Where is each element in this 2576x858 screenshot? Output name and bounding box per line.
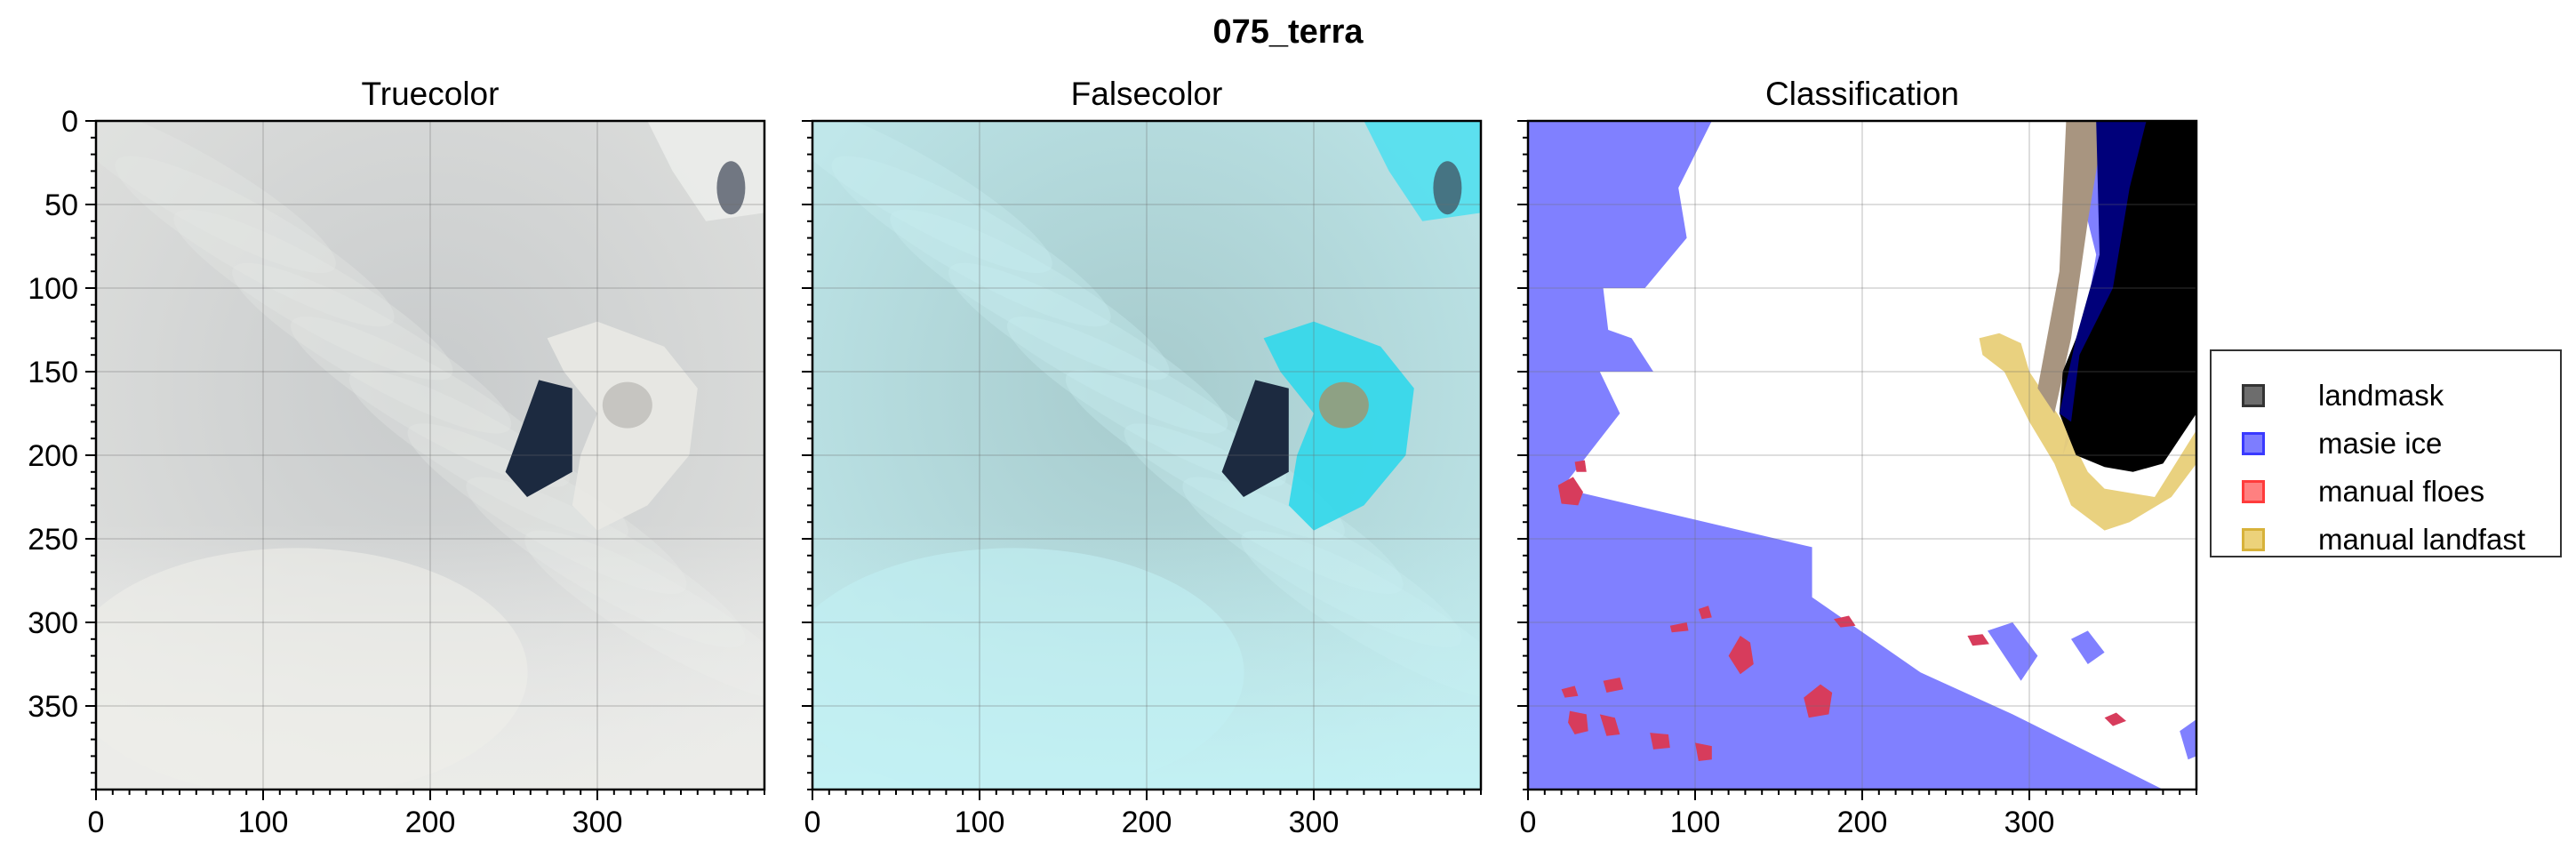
x-tick-label: 200 (1837, 806, 1888, 839)
legend-label: landmask (2318, 379, 2444, 412)
panel-title: Classification (1765, 76, 1959, 112)
manual-floe (1574, 460, 1587, 472)
y-tick-label: 0 (61, 105, 78, 139)
manual-floe (1695, 742, 1712, 761)
volcano-crater (602, 381, 652, 429)
masie-ice-region (1528, 480, 2164, 790)
masie-ice-block (1988, 622, 2038, 681)
x-tick-label: 300 (2004, 806, 2055, 839)
x-tick-label: 200 (405, 806, 456, 839)
x-tick-label: 300 (572, 806, 623, 839)
legend-label: manual landfast (2318, 523, 2525, 556)
y-tick-label: 100 (28, 272, 78, 306)
panel-title: Truecolor (362, 76, 500, 112)
x-tick-label: 0 (1520, 806, 1537, 839)
open-water (505, 380, 572, 497)
volcano-crater (1318, 381, 1369, 429)
landfast-region (1979, 333, 2196, 531)
y-tick-label: 250 (28, 523, 78, 557)
manual-floe (1557, 477, 1583, 506)
masie-ice-block (2071, 630, 2105, 664)
panel-classification: Classification 0 100 200 300 (1517, 76, 2198, 839)
y-tick-label: 300 (28, 606, 78, 640)
manual-floe (1834, 615, 1856, 628)
manual-floe (1728, 636, 1754, 675)
manual-floe (1804, 684, 1833, 718)
x-tick-label: 200 (1122, 806, 1172, 839)
legend-label: manual floes (2318, 475, 2485, 508)
y-tick-label: 200 (28, 439, 78, 473)
manual-floe (1599, 714, 1620, 736)
y-tick-label: 150 (28, 356, 78, 389)
legend-item-manual-landfast: manual landfast (2242, 523, 2525, 556)
masie-ice-region (1528, 121, 1712, 489)
figure-suptitle: 075_terra (1212, 13, 1364, 51)
legend-item-masie-ice: masie ice (2242, 427, 2443, 460)
masie-ice-swatch-icon (2242, 432, 2265, 455)
panel-truecolor: Truecolor 0 100 200 300 0 50 100 150 200 250 300 350 (28, 76, 766, 839)
y-tick-label: 350 (28, 690, 78, 724)
manual-floes-swatch-icon (2242, 480, 2265, 503)
x-tick-label: 100 (955, 806, 1005, 839)
legend-item-manual-floes: manual floes (2242, 475, 2485, 508)
x-tick-label: 300 (1289, 806, 1340, 839)
manual-floe (1561, 686, 1579, 698)
x-tick-label: 100 (1670, 806, 1721, 839)
landmask-region (2059, 121, 2196, 472)
landmask-swatch-icon (2242, 384, 2265, 407)
manual-floe (2104, 712, 2126, 726)
manual-floe (1967, 634, 1989, 646)
manual-floe (1568, 710, 1588, 734)
manual-floe (1650, 733, 1670, 750)
x-tick-label: 0 (804, 806, 821, 839)
manual-floe (1698, 605, 1712, 620)
masie-ice-over-land (2059, 121, 2147, 422)
x-tick-label: 100 (238, 806, 289, 839)
legend-label: masie ice (2318, 427, 2443, 460)
open-water (1221, 380, 1289, 497)
x-tick-label: 0 (88, 806, 105, 839)
manual-floe (1603, 678, 1624, 693)
panel-title: Falsecolor (1071, 76, 1223, 112)
legend-item-landmask: landmask (2242, 379, 2444, 412)
manual-landfast-swatch-icon (2242, 528, 2265, 551)
y-tick-label: 50 (44, 188, 78, 222)
panel-falsecolor: Falsecolor 0 100 200 300 (802, 76, 1483, 839)
masie-ice-block (2180, 719, 2196, 760)
legend: landmask masie ice manual floes manual l… (2210, 349, 2562, 557)
landmask-overlap (2037, 121, 2105, 413)
manual-floe (1669, 622, 1689, 633)
